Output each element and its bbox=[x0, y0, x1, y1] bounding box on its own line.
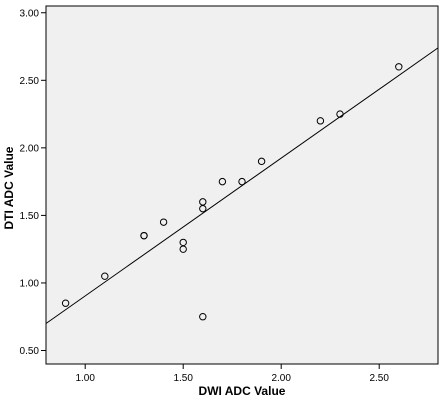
y-tick-label: 2.50 bbox=[20, 76, 40, 87]
data-point bbox=[179, 245, 187, 253]
data-point bbox=[395, 63, 403, 71]
x-tick-label: 2.50 bbox=[369, 373, 389, 384]
data-point bbox=[316, 117, 325, 125]
y-tick-label: 3.00 bbox=[20, 8, 40, 19]
data-point bbox=[257, 157, 266, 166]
y-tick-label: 0.50 bbox=[20, 346, 40, 357]
y-tick-label: 1.00 bbox=[20, 278, 40, 289]
y-axis-title: DTI ADC Value bbox=[2, 146, 16, 229]
data-point bbox=[159, 218, 168, 226]
data-point bbox=[101, 272, 109, 280]
x-tick-label: 2.00 bbox=[271, 373, 291, 384]
fit-line bbox=[45, 47, 439, 324]
data-point bbox=[61, 299, 70, 307]
data-point bbox=[336, 110, 344, 118]
x-tick-label: 1.50 bbox=[173, 373, 193, 384]
x-tick-label: 1.00 bbox=[75, 373, 95, 384]
data-points bbox=[61, 63, 403, 321]
y-tick-label: 2.00 bbox=[20, 143, 40, 154]
y-tick-label: 1.50 bbox=[20, 211, 40, 222]
x-axis-ticks: 1.00 1.50 2.00 2.50 bbox=[75, 364, 389, 384]
data-point bbox=[218, 177, 227, 186]
data-point bbox=[199, 313, 207, 321]
data-point bbox=[199, 204, 207, 213]
y-axis-ticks: 0.50 1.00 1.50 2.00 2.50 3.00 bbox=[20, 8, 46, 357]
x-axis-title: DWI ADC Value bbox=[199, 384, 286, 398]
data-point bbox=[140, 231, 148, 240]
data-point bbox=[238, 177, 246, 186]
